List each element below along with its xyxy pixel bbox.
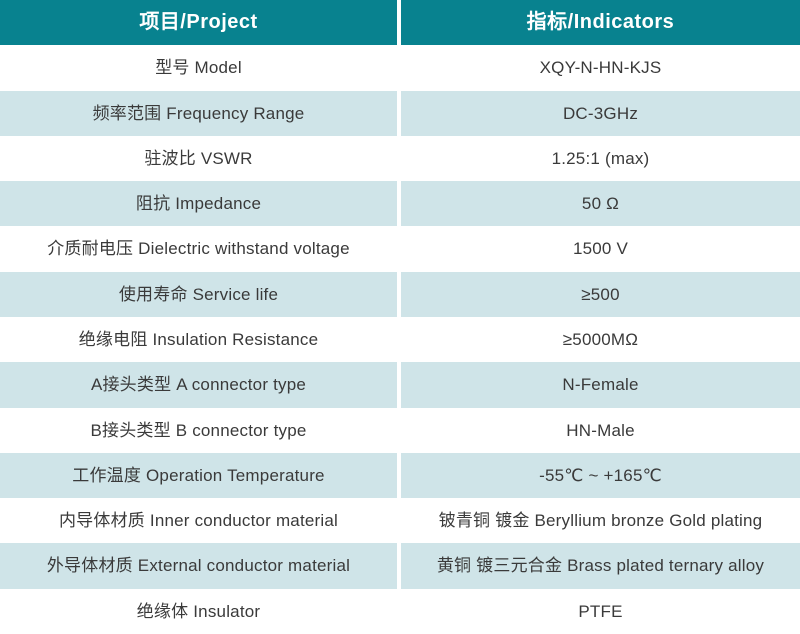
project-cell-frequency-range: 频率范围 Frequency Range <box>0 90 397 136</box>
project-cell-impedance: 阻抗 Impedance <box>0 181 397 227</box>
indicator-cell-operation-temperature: -55℃ ~ +165℃ <box>401 452 800 499</box>
project-cell-insulation-resistance: 绝缘电阻 Insulation Resistance <box>0 316 397 363</box>
project-cell-operation-temperature: 工作温度 Operation Temperature <box>0 452 397 499</box>
indicator-cell-insulation-resistance: ≥5000MΩ <box>401 316 800 363</box>
indicator-cell-service-life: ≥500 <box>401 271 800 317</box>
column-header-indicators: 指标/Indicators <box>401 0 800 46</box>
project-cell-model: 型号 Model <box>0 45 397 91</box>
indicator-cell-model: XQY-N-HN-KJS <box>401 45 800 91</box>
project-cell-dielectric-voltage: 介质耐电压 Dielectric withstand voltage <box>0 226 397 272</box>
project-cell-vswr: 驻波比 VSWR <box>0 135 397 182</box>
project-cell-a-connector-type: A接头类型 A connector type <box>0 362 397 408</box>
indicator-cell-dielectric-voltage: 1500 V <box>401 226 800 272</box>
indicator-cell-a-connector-type: N-Female <box>401 362 800 408</box>
indicator-cell-b-connector-type: HN-Male <box>401 407 800 453</box>
indicator-cell-frequency-range: DC-3GHz <box>401 90 800 136</box>
project-cell-inner-conductor: 内导体材质 Inner conductor material <box>0 498 397 544</box>
project-cell-service-life: 使用寿命 Service life <box>0 271 397 317</box>
column-header-project: 项目/Project <box>0 0 397 46</box>
project-cell-b-connector-type: B接头类型 B connector type <box>0 407 397 453</box>
project-cell-external-conductor: 外导体材质 External conductor material <box>0 543 397 589</box>
indicator-cell-inner-conductor: 铍青铜 镀金 Beryllium bronze Gold plating <box>401 498 800 544</box>
indicator-cell-vswr: 1.25:1 (max) <box>401 135 800 182</box>
indicator-cell-external-conductor: 黄铜 镀三元合金 Brass plated ternary alloy <box>401 543 800 589</box>
project-cell-insulator: 绝缘体 Insulator <box>0 588 397 634</box>
indicator-cell-insulator: PTFE <box>401 588 800 634</box>
indicator-cell-impedance: 50 Ω <box>401 181 800 227</box>
